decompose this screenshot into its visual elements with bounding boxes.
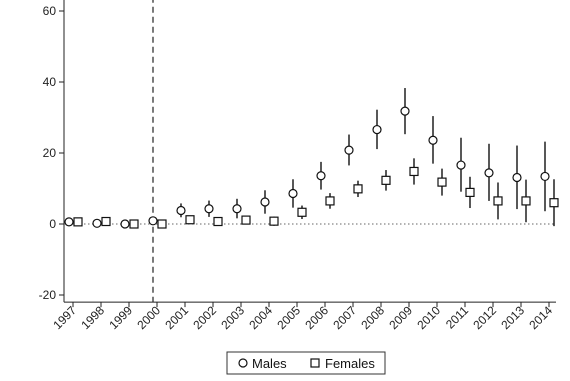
males-point [372, 124, 382, 135]
x-tick-label: 2007 [330, 303, 359, 332]
males-point [344, 145, 354, 155]
males-point [428, 135, 438, 145]
males-point [512, 172, 522, 183]
females-point [493, 196, 503, 206]
males-point [148, 216, 158, 226]
males-point [316, 171, 326, 181]
x-tick-label: 1998 [78, 303, 107, 332]
legend-females-marker [310, 358, 320, 368]
x-tick-label: 2010 [414, 303, 443, 332]
x-tick-label: 2014 [526, 303, 555, 332]
females-point [73, 217, 83, 227]
males-point [204, 204, 214, 214]
males-point [120, 219, 130, 229]
females-point [213, 216, 223, 227]
females-point [465, 187, 475, 198]
y-tick-label: 20 [43, 146, 57, 160]
x-tick-label: 2003 [218, 303, 247, 332]
females-point [157, 219, 167, 229]
males-point [176, 205, 186, 216]
y-tick-label: 0 [49, 217, 56, 231]
females-point [101, 216, 111, 227]
males-point [288, 188, 298, 199]
females-point [129, 219, 139, 229]
x-tick-label: 2013 [498, 303, 527, 332]
x-tick-label: 2001 [162, 303, 191, 332]
x-tick-label: 2008 [358, 303, 387, 332]
x-tick-label: 2005 [274, 303, 303, 332]
females-point [381, 175, 391, 185]
males-point [484, 168, 494, 178]
males-point [92, 218, 102, 228]
x-tick-label: 2006 [302, 303, 331, 332]
x-tick-label: 2011 [443, 303, 471, 331]
males-point [64, 217, 74, 227]
males-point [400, 106, 410, 116]
y-tick-label: 60 [43, 4, 57, 18]
females-point [241, 215, 251, 225]
males-point [232, 204, 242, 214]
females-point [353, 184, 363, 194]
x-tick-label: 2012 [470, 303, 499, 332]
females-point [409, 166, 419, 177]
females-point [185, 215, 195, 225]
legend-males-marker [238, 358, 248, 368]
error-bars-layer [68, 88, 555, 227]
males-point [260, 197, 270, 207]
legend-males-label: Males [252, 356, 287, 371]
reference-lines [64, 0, 556, 303]
legend-frame [226, 351, 386, 375]
legend: Males Females [226, 351, 386, 375]
y-tick-label: -20 [39, 288, 57, 302]
females-point [549, 198, 559, 208]
x-tick-label: 2002 [190, 303, 219, 332]
x-tick-label: 2000 [134, 303, 163, 332]
males-point [540, 171, 550, 182]
markers-layer [64, 106, 559, 229]
females-point [521, 196, 531, 206]
y-tick-label: 40 [43, 75, 57, 89]
females-point [297, 207, 307, 217]
x-tick-label: 1999 [106, 303, 135, 332]
x-tick-label: 2004 [246, 303, 275, 332]
females-point [437, 177, 447, 187]
females-point [269, 216, 279, 226]
legend-females-label: Females [325, 356, 375, 371]
males-point [456, 160, 466, 170]
females-point [325, 196, 335, 206]
x-tick-label: 1997 [50, 303, 79, 332]
x-tick-label: 2009 [386, 303, 415, 332]
